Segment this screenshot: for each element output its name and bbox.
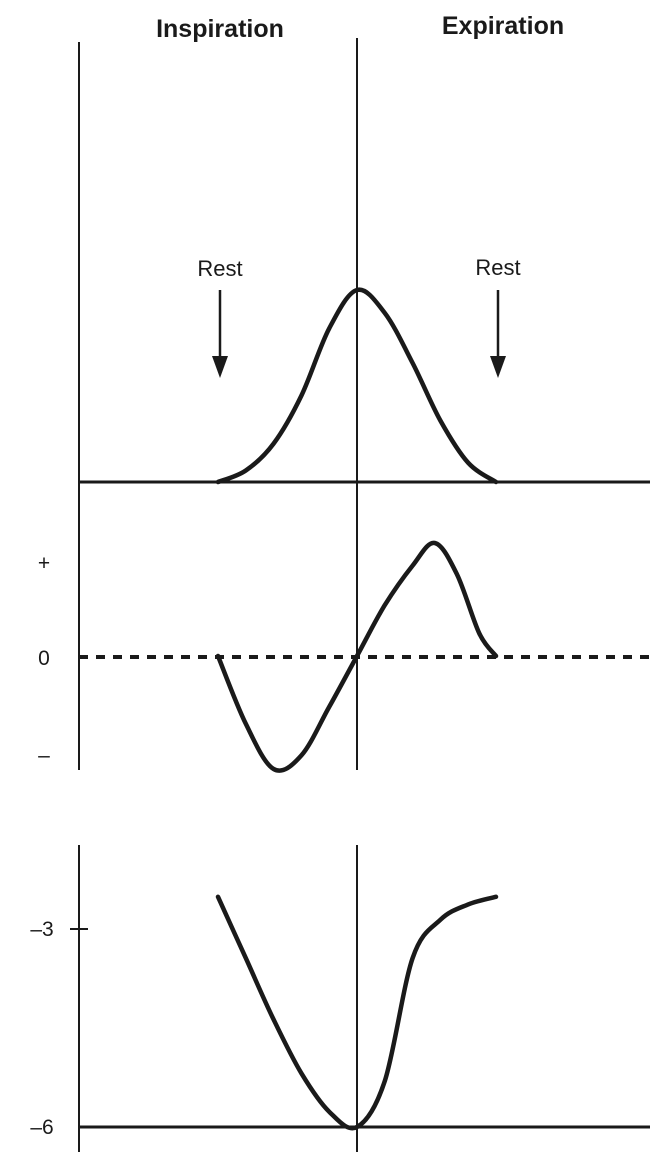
pressure-tick-label-minus6: –6	[30, 1116, 53, 1139]
expiration-header: Expiration	[442, 12, 564, 40]
pressure-curve	[215, 894, 499, 1131]
pressure-tick-label-minus3: –3	[30, 918, 53, 941]
rest-arrow-inspiration	[212, 290, 228, 378]
rest-label-expiration: Rest	[475, 255, 520, 280]
rest-arrow-expiration	[490, 290, 506, 378]
flow-zero-label: 0	[38, 647, 50, 670]
curves-group	[215, 287, 499, 1131]
flow-plus-label: +	[38, 552, 50, 575]
flow-minus-label: –	[38, 744, 50, 767]
inspiration-header: Inspiration	[156, 15, 284, 43]
rest-label-inspiration: Rest	[197, 256, 242, 281]
flow-curve	[215, 540, 499, 773]
volume-curve	[215, 287, 499, 485]
